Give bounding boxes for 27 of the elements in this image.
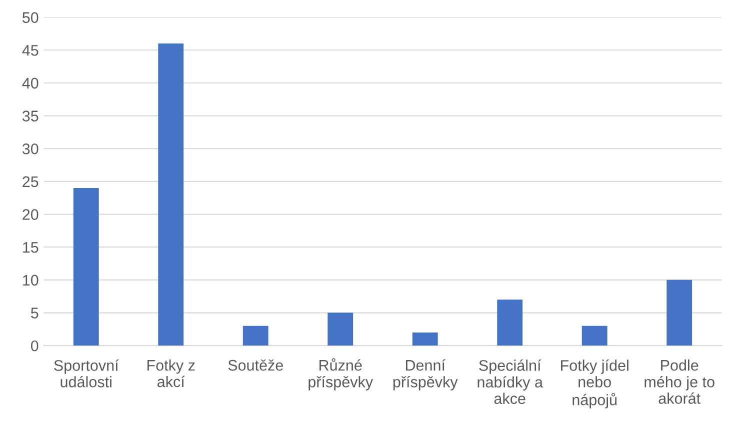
bar (497, 300, 523, 346)
y-tick-label: 0 (30, 340, 38, 352)
y-tick-label: 50 (22, 12, 38, 23)
y-tick-label: 30 (22, 143, 38, 154)
bar (158, 44, 184, 346)
bar (666, 280, 692, 346)
bar (328, 312, 354, 346)
y-tick-label: 20 (22, 209, 38, 220)
x-tick-label: Fotky jídel nebo nápojů (561, 359, 628, 408)
y-tick-label: 5 (30, 308, 38, 318)
x-tick-label: Speciální nabídky a akce (478, 359, 543, 404)
x-tick-label: Podle mého je to akorát (644, 359, 714, 404)
y-tick-label: 15 (23, 242, 38, 253)
bar (242, 326, 268, 346)
bar (73, 188, 99, 346)
x-tick-label: Soutěže (228, 359, 283, 371)
y-tick-label: 25 (22, 176, 38, 188)
bar (412, 332, 438, 346)
y-tick-label: 40 (22, 78, 38, 89)
y-tick-label: 35 (22, 110, 38, 122)
bar (582, 326, 608, 346)
y-tick-label: 45 (22, 45, 38, 56)
x-tick-label: Fotky z akcí (147, 359, 195, 388)
x-tick-label: Různé příspěvky (308, 358, 374, 390)
y-tick-label: 10 (23, 274, 38, 286)
x-tick-label: Sportovní události (54, 359, 119, 388)
x-tick-label: Denní příspěvky (393, 359, 458, 390)
